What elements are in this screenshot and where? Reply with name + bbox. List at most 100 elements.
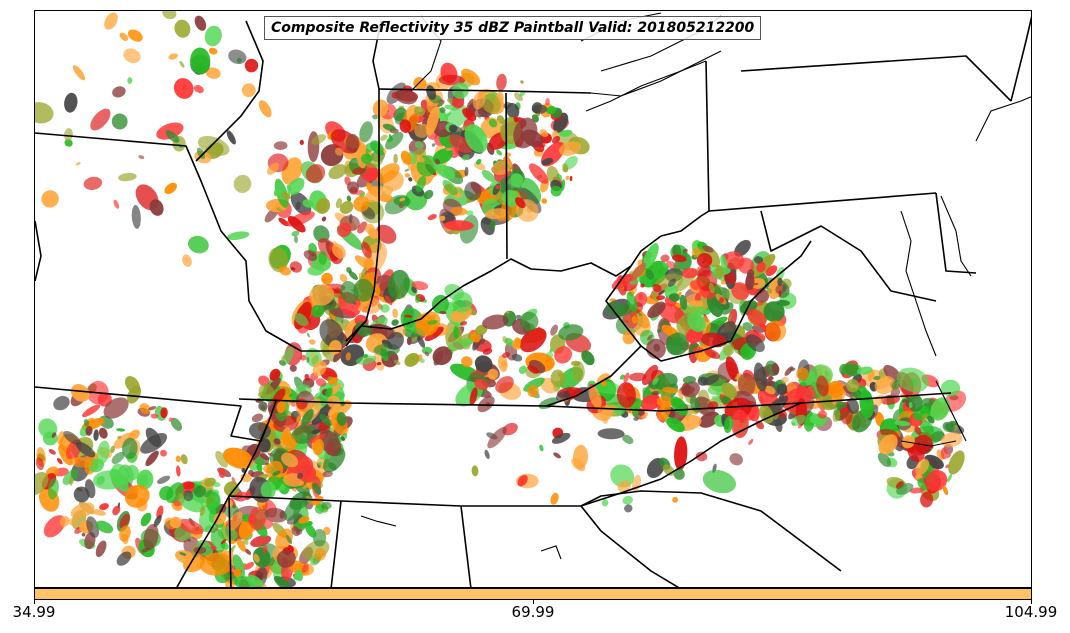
storm-blob [745,272,755,291]
border-pennsylvania-north [740,55,1012,102]
storm-blob [817,410,827,419]
storm-blob [153,514,162,528]
storm-blob [745,334,765,353]
storm-blob [435,164,456,180]
storm-blob [753,256,764,264]
storm-blob [449,310,462,323]
storm-paintball-layer [35,11,967,587]
storm-blob [75,441,96,458]
storm-blob [385,132,404,150]
storm-blob [301,409,314,427]
storm-blob [351,167,366,175]
storm-blob [924,470,948,492]
alabama-lake [360,515,397,527]
storm-blob [57,458,63,465]
storm-blob [361,241,372,259]
storm-blob [244,58,259,73]
storm-blob [742,322,753,332]
storm-blob [443,220,474,231]
storm-blob [82,404,101,418]
storm-blob [399,197,406,202]
storm-blob [531,104,548,114]
storm-blob [278,360,286,366]
storm-blob [472,91,486,110]
storm-blob [638,293,643,300]
storm-blob [497,355,508,373]
border-indiana-ohio [505,92,508,260]
storm-blob [413,106,426,117]
storm-blob [763,301,785,323]
storm-blob [546,165,560,185]
border-ohio-river [345,235,662,347]
storm-blob [64,92,78,113]
storm-blob [588,385,602,409]
storm-blob [654,372,678,391]
colorbar-tick-label-2: 104.99 [1004,603,1058,621]
storm-blob [282,347,294,365]
storm-blob [64,128,73,142]
storm-blob [649,380,661,390]
storm-blob [291,526,301,537]
storm-blob [406,336,412,346]
storm-blob [657,403,671,421]
storm-blob [256,462,263,473]
storm-blob [859,389,874,419]
storm-blob [439,310,447,315]
storm-blob [400,150,412,165]
storm-blob [725,356,740,382]
storm-blob [718,297,725,304]
storm-blob [281,355,286,363]
storm-blob [208,47,218,55]
border-indiana-north [378,88,592,94]
storm-blob [227,231,250,241]
storm-blob [296,472,304,479]
storm-blob [489,220,496,229]
storm-blob [96,440,110,465]
storm-blob [431,294,449,314]
storm-blob [273,188,282,197]
storm-blob [415,175,427,193]
storm-blob [312,438,325,456]
storm-blob [328,462,337,471]
storm-blob [309,284,335,306]
storm-blob [168,417,173,422]
storm-blob [816,375,829,397]
storm-blob [226,130,236,145]
storm-blob [565,175,570,181]
storm-blob [393,359,401,366]
storm-blob [243,561,255,570]
paintball-map [35,11,1031,587]
storm-blob [424,351,430,357]
storm-blob [51,432,57,438]
storm-blob [624,504,633,513]
storm-blob [444,112,451,118]
storm-blob [551,432,571,444]
storm-blob [175,455,181,463]
storm-blob [556,173,563,181]
storm-blob [91,509,106,516]
storm-blob [327,395,340,409]
storm-blob [289,261,303,273]
storm-blob [307,265,325,276]
storm-blob [642,364,658,386]
storm-blob [765,265,778,277]
storm-blob [767,376,774,381]
storm-blob [116,428,126,432]
storm-blob [319,319,344,348]
storm-blob [683,381,700,398]
storm-blob [160,407,168,419]
storm-blob [290,401,297,407]
storm-blob [476,158,482,165]
storm-blob [631,316,638,324]
storm-blob [182,490,194,502]
storm-blob [182,481,195,490]
storm-blob [387,269,410,300]
storm-blob [942,421,955,433]
storm-blob [616,382,636,408]
storm-blob [731,409,749,439]
border-nc-sc [580,490,842,572]
storm-blob [597,428,625,440]
storm-blob [336,412,347,426]
storm-blob [748,438,754,445]
storm-blob [647,301,666,319]
